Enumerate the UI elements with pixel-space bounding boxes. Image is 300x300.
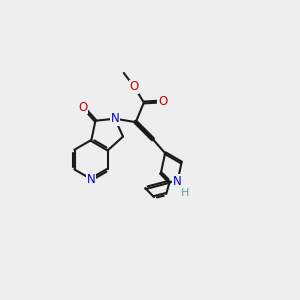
Text: N: N bbox=[87, 173, 96, 186]
Text: N: N bbox=[173, 175, 182, 188]
Text: H: H bbox=[181, 188, 189, 198]
Text: N: N bbox=[111, 112, 119, 125]
Text: O: O bbox=[158, 95, 167, 108]
Text: O: O bbox=[79, 100, 88, 113]
Text: O: O bbox=[130, 80, 139, 93]
